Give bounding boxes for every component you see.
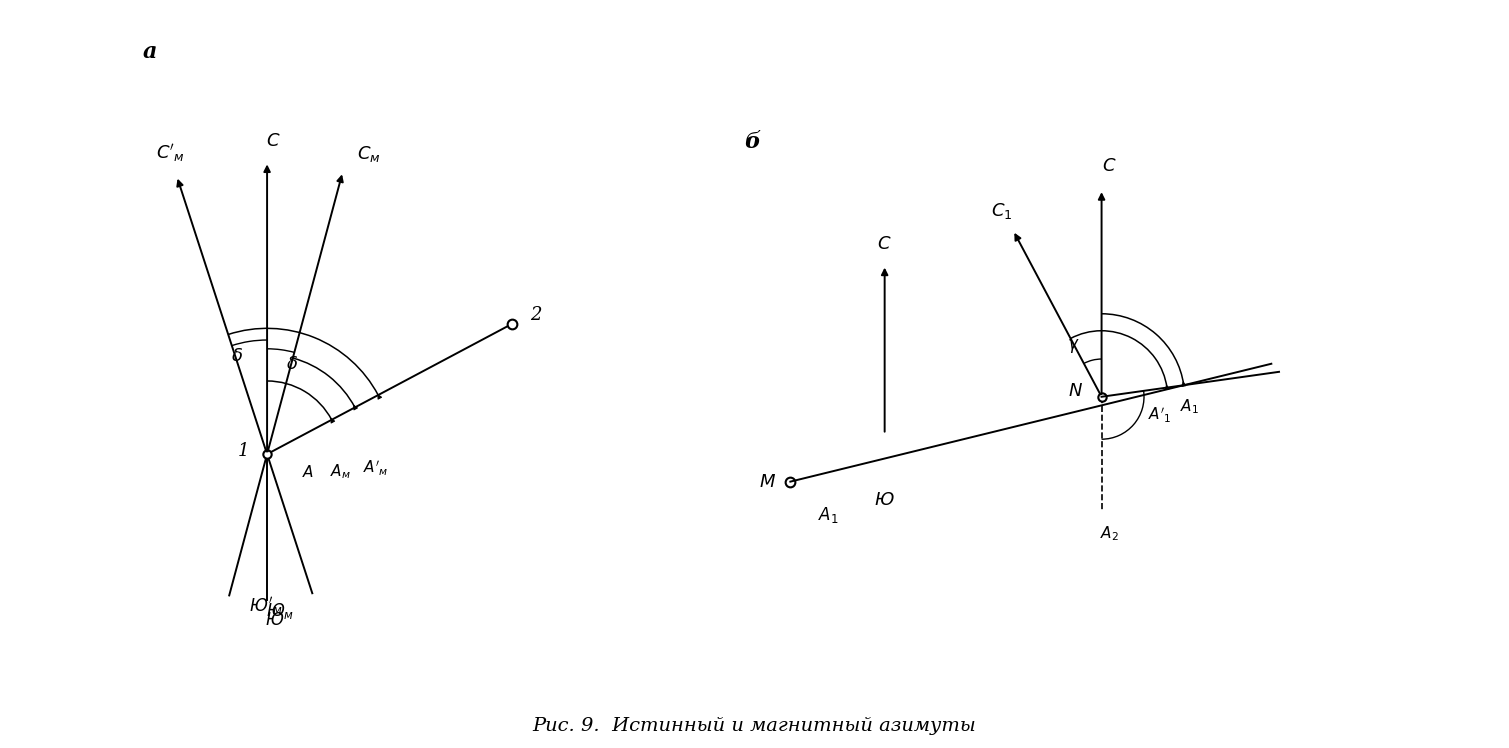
Text: $Ю$: $Ю$ — [264, 612, 284, 629]
Text: $N$: $N$ — [1068, 382, 1083, 400]
Text: $A_м$: $A_м$ — [330, 462, 350, 481]
Text: Рис. 9.  Истинный и магнитный азимуты: Рис. 9. Истинный и магнитный азимуты — [533, 717, 976, 735]
Text: $C_1$: $C_1$ — [991, 200, 1013, 221]
Text: $\delta$: $\delta$ — [231, 347, 243, 365]
Text: $A_1$: $A_1$ — [818, 505, 839, 525]
Text: $C'_м$: $C'_м$ — [157, 142, 186, 164]
Text: $A'_1$: $A'_1$ — [1148, 406, 1172, 426]
Text: $C$: $C$ — [266, 132, 281, 150]
Text: $A'_м$: $A'_м$ — [362, 459, 388, 479]
Text: $\delta$: $\delta$ — [287, 355, 299, 373]
Text: а: а — [143, 41, 157, 63]
Text: $M$: $M$ — [759, 473, 776, 491]
Text: б: б — [744, 131, 761, 153]
Text: $A_2$: $A_2$ — [1100, 524, 1118, 543]
Text: $A$: $A$ — [302, 464, 314, 479]
Text: $Ю$: $Ю$ — [874, 491, 895, 509]
Text: 1: 1 — [238, 442, 249, 460]
Text: $Ю_м$: $Ю_м$ — [266, 601, 294, 621]
Text: $C_м$: $C_м$ — [358, 144, 380, 165]
Text: $A_1$: $A_1$ — [1180, 397, 1198, 416]
Text: $C$: $C$ — [877, 236, 892, 254]
Text: $\gamma$: $\gamma$ — [1067, 337, 1079, 355]
Text: 2: 2 — [530, 306, 542, 324]
Text: $Ю'_м$: $Ю'_м$ — [249, 595, 282, 617]
Text: $C$: $C$ — [1102, 157, 1117, 175]
